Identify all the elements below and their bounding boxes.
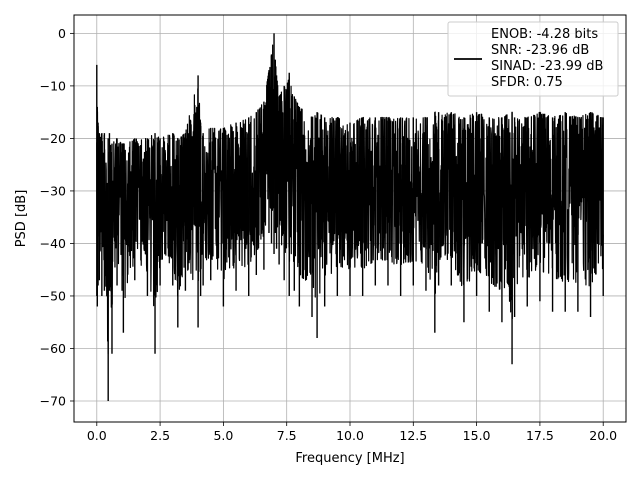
x-tick-label: 12.5 — [399, 428, 427, 443]
psd-series — [96, 33, 604, 401]
x-tick-label: 0.0 — [87, 428, 107, 443]
legend-sfdr: SFDR: 0.75 — [491, 75, 563, 90]
x-tick-label: 10.0 — [336, 428, 364, 443]
x-tick-label: 5.0 — [213, 428, 233, 443]
x-tick-label: 7.5 — [277, 428, 297, 443]
y-tick-label: −20 — [40, 131, 66, 146]
y-tick-label: −10 — [40, 78, 66, 93]
x-tick-label: 2.5 — [150, 428, 170, 443]
y-tick-label: −40 — [40, 236, 66, 251]
legend-sinad: SINAD: -23.99 dB — [491, 59, 603, 74]
legend-snr: SNR: -23.96 dB — [491, 43, 589, 58]
y-tick-label: 0 — [58, 26, 66, 41]
legend-enob: ENOB: -4.28 bits — [491, 27, 598, 42]
y-tick-label: −70 — [40, 393, 66, 408]
legend-box — [447, 21, 619, 97]
y-tick-label: −50 — [40, 288, 66, 303]
legend: ENOB: -4.28 bits SNR: -23.96 dB SINAD: -… — [447, 21, 619, 97]
y-axis-label: PSD [dB] — [14, 190, 29, 248]
x-tick-label: 15.0 — [463, 428, 491, 443]
y-axis: 0 −10 −20 −30 −40 −50 −60 −70 — [40, 26, 74, 408]
x-axis-label: Frequency [MHz] — [295, 451, 404, 466]
x-tick-label: 20.0 — [589, 428, 617, 443]
x-axis: 0.0 2.5 5.0 7.5 10.0 12.5 15.0 17.5 20.0 — [87, 422, 617, 443]
y-tick-label: −30 — [40, 183, 66, 198]
x-tick-label: 17.5 — [526, 428, 554, 443]
y-tick-label: −60 — [40, 341, 66, 356]
